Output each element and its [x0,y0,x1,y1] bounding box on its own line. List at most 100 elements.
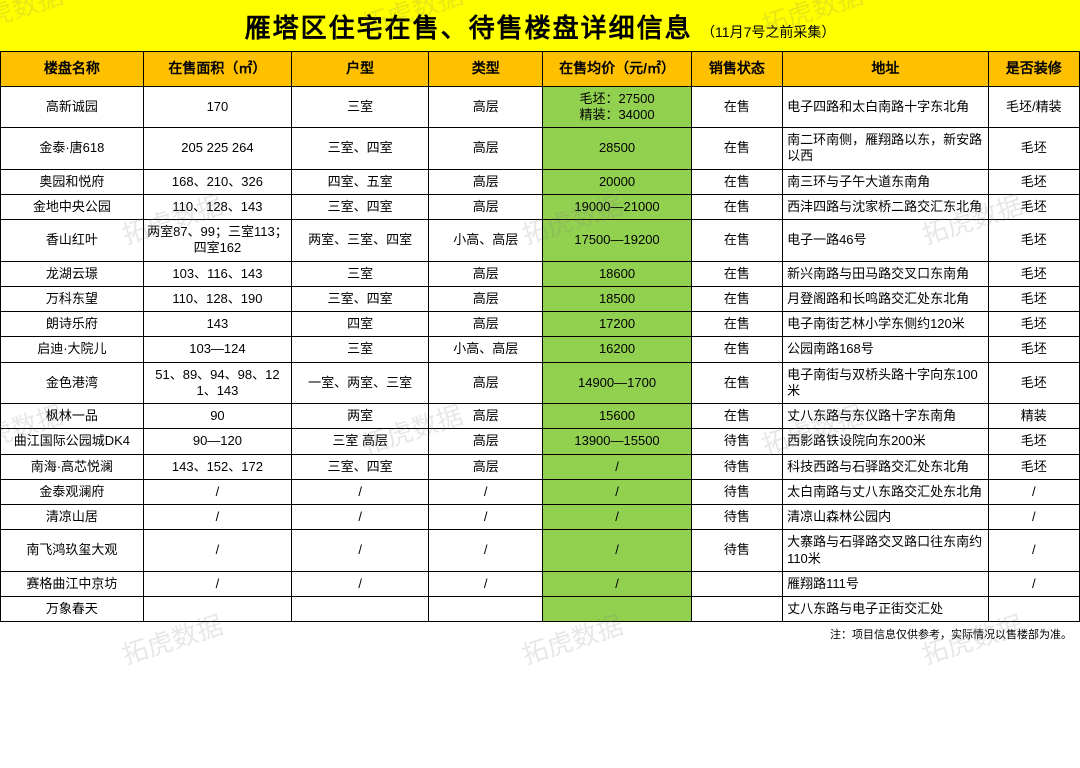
table-cell-price: 13900—15500 [543,429,691,454]
table-header-row: 楼盘名称在售面积（㎡）户型类型在售均价（元/㎡）销售状态地址是否装修 [1,52,1080,87]
table-cell-huxing: 三室 [292,337,429,362]
table-cell-area: / [143,505,291,530]
table-cell-price: / [543,505,691,530]
table-cell-area: 205 225 264 [143,128,291,170]
table-row: 奥园和悦府168、210、326四室、五室高层20000在售南三环与子午大道东南… [1,169,1080,194]
footnote: 注：项目信息仅供参考，实际情况以售楼部为准。 [0,622,1080,642]
table-cell-type: 高层 [429,404,543,429]
table-row: 枫林一品90两室高层15600在售丈八东路与东仪路十字东南角精装 [1,404,1080,429]
table-cell-name: 曲江国际公园城DK4 [1,429,144,454]
table-row: 金泰·唐618205 225 264三室、四室高层28500在售南二环南侧，雁翔… [1,128,1080,170]
page-title-main: 雁塔区住宅在售、待售楼盘详细信息 [245,13,693,43]
table-cell-price: 17500—19200 [543,220,691,262]
table-cell-type: 高层 [429,362,543,404]
table-cell-addr: 电子四路和太白南路十字东北角 [783,86,989,128]
table-cell-huxing: 三室、四室 [292,454,429,479]
table-cell-status: 在售 [691,404,782,429]
table-cell-name: 赛格曲江中京坊 [1,571,144,596]
table-cell-name: 启迪·大院儿 [1,337,144,362]
page-title-sub: （11月7号之前采集） [701,24,835,40]
table-cell-name: 金地中央公园 [1,194,144,219]
table-cell-huxing: 四室、五室 [292,169,429,194]
table-cell-addr: 雁翔路111号 [783,571,989,596]
table-cell-status: 在售 [691,169,782,194]
table-cell-name: 金泰·唐618 [1,128,144,170]
table-cell-price: 28500 [543,128,691,170]
table-cell-area: 110、128、143 [143,194,291,219]
table-cell-type: 小高、高层 [429,220,543,262]
table-cell-price: / [543,479,691,504]
table-cell-type: 高层 [429,86,543,128]
table-cell-name: 龙湖云璟 [1,261,144,286]
table-cell-deco: / [988,505,1079,530]
table-cell-area [143,597,291,622]
table-cell-name: 南海·高芯悦澜 [1,454,144,479]
table-row: 金泰观澜府////待售太白南路与丈八东路交汇处东北角/ [1,479,1080,504]
table-cell-huxing: 两室、三室、四室 [292,220,429,262]
page-title-bar: 雁塔区住宅在售、待售楼盘详细信息 （11月7号之前采集） [0,0,1080,51]
table-row: 万科东望110、128、190三室、四室高层18500在售月登阁路和长鸣路交汇处… [1,286,1080,311]
table-cell-type: 高层 [429,169,543,194]
table-row: 南飞鸿玖玺大观////待售大寨路与石驿路交叉路口往东南约110米/ [1,530,1080,572]
table-cell-price: 毛坯：27500精装：34000 [543,86,691,128]
table-cell-area: 110、128、190 [143,286,291,311]
table-cell-status: 在售 [691,312,782,337]
table-cell-deco: 精装 [988,404,1079,429]
table-cell-price [543,597,691,622]
table-cell-price: 14900—1700 [543,362,691,404]
table-cell-area: 103、116、143 [143,261,291,286]
table-cell-huxing: 四室 [292,312,429,337]
table-cell-area: / [143,530,291,572]
table-cell-name: 金色港湾 [1,362,144,404]
table-cell-addr: 西影路铁设院向东200米 [783,429,989,454]
table-header-cell: 销售状态 [691,52,782,87]
table-cell-addr: 丈八东路与电子正街交汇处 [783,597,989,622]
listings-table: 楼盘名称在售面积（㎡）户型类型在售均价（元/㎡）销售状态地址是否装修 高新诚园1… [0,51,1080,622]
table-cell-price: / [543,571,691,596]
table-row: 清凉山居////待售清凉山森林公园内/ [1,505,1080,530]
table-cell-name: 朗诗乐府 [1,312,144,337]
table-cell-type: 高层 [429,454,543,479]
table-cell-addr: 清凉山森林公园内 [783,505,989,530]
table-cell-type: 高层 [429,194,543,219]
table-cell-deco: 毛坯 [988,429,1079,454]
table-cell-status: 待售 [691,479,782,504]
table-cell-deco: / [988,571,1079,596]
table-cell-huxing: 三室 [292,261,429,286]
table-cell-deco: / [988,479,1079,504]
table-cell-status [691,571,782,596]
table-cell-status: 在售 [691,337,782,362]
table-cell-addr: 新兴南路与田马路交叉口东南角 [783,261,989,286]
table-cell-deco: 毛坯 [988,312,1079,337]
table-cell-name: 万科东望 [1,286,144,311]
table-cell-huxing [292,597,429,622]
table-cell-addr: 大寨路与石驿路交叉路口往东南约110米 [783,530,989,572]
table-cell-huxing: / [292,530,429,572]
table-cell-deco: 毛坯 [988,337,1079,362]
table-cell-addr: 南二环南侧，雁翔路以东，新安路以西 [783,128,989,170]
table-cell-addr: 月登阁路和长鸣路交汇处东北角 [783,286,989,311]
table-row: 万象春天丈八东路与电子正街交汇处 [1,597,1080,622]
table-cell-name: 南飞鸿玖玺大观 [1,530,144,572]
table-cell-type: 小高、高层 [429,337,543,362]
table-cell-huxing: / [292,571,429,596]
table-cell-deco: 毛坯/精装 [988,86,1079,128]
table-cell-type: / [429,479,543,504]
table-cell-deco [988,597,1079,622]
table-cell-price: 19000—21000 [543,194,691,219]
table-cell-price: 18500 [543,286,691,311]
table-cell-addr: 公园南路168号 [783,337,989,362]
table-cell-type: 高层 [429,312,543,337]
table-header-cell: 是否装修 [988,52,1079,87]
table-cell-type: / [429,505,543,530]
table-cell-area: 103—124 [143,337,291,362]
table-cell-deco: 毛坯 [988,194,1079,219]
table-cell-area: 两室87、99；三室113；四室162 [143,220,291,262]
table-cell-addr: 丈八东路与东仪路十字东南角 [783,404,989,429]
table-cell-type: / [429,530,543,572]
table-cell-area: 170 [143,86,291,128]
table-cell-huxing: 三室 [292,86,429,128]
table-cell-status: 待售 [691,530,782,572]
table-cell-area: 168、210、326 [143,169,291,194]
table-cell-deco: 毛坯 [988,169,1079,194]
